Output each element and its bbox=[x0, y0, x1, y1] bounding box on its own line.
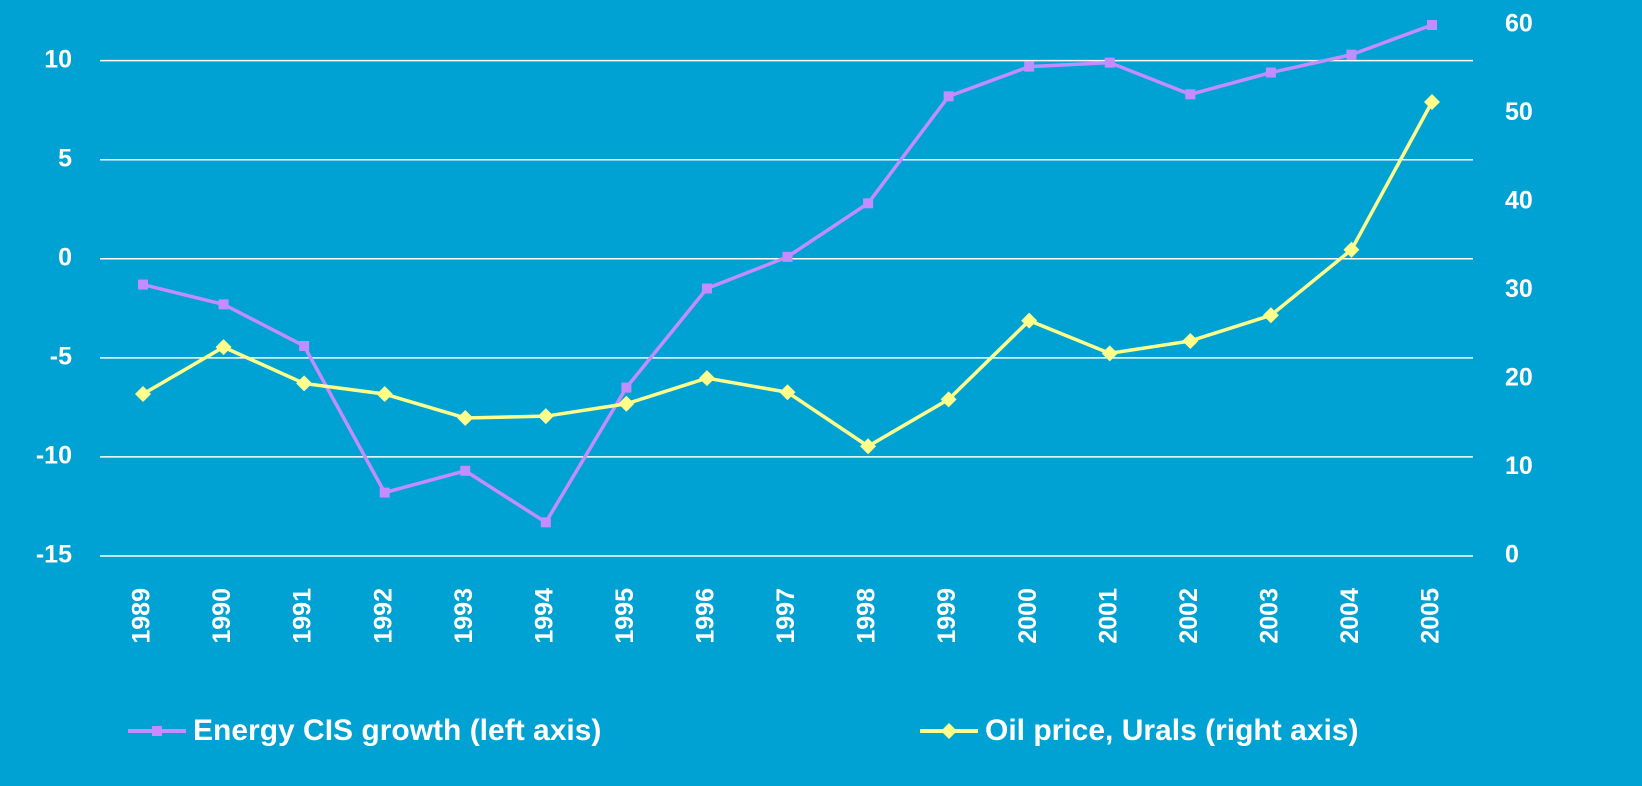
marker bbox=[1262, 307, 1279, 324]
legend-marker bbox=[152, 726, 162, 736]
y2-tick-label: 10 bbox=[1505, 452, 1533, 480]
marker bbox=[537, 408, 554, 425]
legend-label: Oil price, Urals (right axis) bbox=[985, 714, 1358, 747]
marker bbox=[618, 395, 635, 412]
series-line bbox=[142, 23, 1433, 525]
legend-marker bbox=[941, 723, 957, 739]
x-tick-label: 2000 bbox=[1014, 588, 1042, 644]
x-tick-label: 1995 bbox=[611, 588, 639, 644]
y-tick-label: -5 bbox=[50, 342, 72, 370]
marker bbox=[460, 465, 471, 476]
marker bbox=[701, 283, 712, 294]
x-tick-label: 2004 bbox=[1336, 588, 1364, 644]
marker bbox=[379, 487, 390, 498]
marker bbox=[860, 438, 877, 455]
marker bbox=[940, 391, 957, 408]
x-tick-label: 1990 bbox=[208, 588, 236, 644]
marker bbox=[138, 279, 148, 290]
marker bbox=[1424, 93, 1440, 110]
marker bbox=[1185, 89, 1196, 100]
marker bbox=[698, 370, 715, 387]
x-tick-label: 1989 bbox=[128, 588, 156, 644]
x-tick-label: 2002 bbox=[1175, 588, 1203, 644]
marker bbox=[1182, 332, 1199, 349]
x-tick-label: 1994 bbox=[530, 588, 558, 644]
x-tick-label: 1992 bbox=[369, 588, 397, 644]
marker bbox=[135, 386, 151, 403]
marker bbox=[1346, 49, 1357, 60]
marker bbox=[218, 299, 229, 310]
marker bbox=[540, 517, 551, 528]
marker bbox=[863, 198, 874, 209]
marker bbox=[299, 340, 310, 351]
y-tick-label: 0 bbox=[58, 243, 72, 271]
marker bbox=[1024, 61, 1035, 72]
y2-tick-label: 50 bbox=[1505, 98, 1533, 126]
marker bbox=[1265, 67, 1276, 78]
marker bbox=[1427, 20, 1437, 30]
marker bbox=[457, 409, 474, 426]
marker bbox=[296, 375, 313, 392]
x-tick-label: 1997 bbox=[772, 588, 800, 644]
y-tick-label: 5 bbox=[58, 144, 72, 172]
marker bbox=[1343, 241, 1360, 258]
y-tick-label: -15 bbox=[36, 541, 72, 569]
y2-tick-label: 30 bbox=[1505, 275, 1533, 303]
y2-tick-label: 40 bbox=[1505, 187, 1533, 215]
marker bbox=[621, 382, 632, 393]
x-tick-label: 2001 bbox=[1094, 588, 1122, 644]
marker bbox=[376, 386, 393, 403]
y2-tick-label: 20 bbox=[1505, 364, 1533, 392]
marker bbox=[782, 251, 793, 262]
x-tick-label: 1991 bbox=[289, 588, 317, 644]
x-tick-label: 1998 bbox=[853, 588, 881, 644]
marker bbox=[779, 384, 796, 401]
x-tick-label: 2003 bbox=[1255, 588, 1283, 644]
x-tick-label: 1993 bbox=[450, 588, 478, 644]
marker bbox=[215, 339, 232, 356]
x-tick-label: 2005 bbox=[1417, 588, 1445, 644]
legend-label: Energy CIS growth (left axis) bbox=[193, 714, 601, 747]
marker bbox=[1104, 57, 1115, 68]
marker bbox=[1021, 312, 1038, 329]
x-tick-label: 1999 bbox=[933, 588, 961, 644]
y-tick-label: -10 bbox=[36, 442, 72, 470]
marker bbox=[1101, 345, 1118, 362]
y2-tick-label: 60 bbox=[1505, 10, 1533, 38]
y-tick-label: 10 bbox=[44, 45, 72, 73]
x-tick-label: 1996 bbox=[692, 588, 720, 644]
marker bbox=[943, 91, 954, 102]
y2-tick-label: 0 bbox=[1505, 541, 1519, 569]
